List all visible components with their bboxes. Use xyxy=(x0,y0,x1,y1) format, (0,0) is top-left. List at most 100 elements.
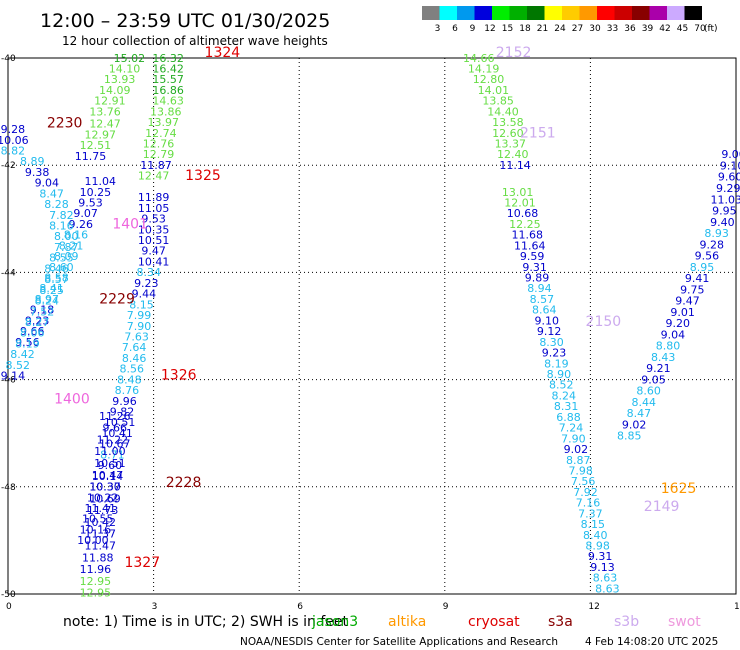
swh-value: 9.02 xyxy=(622,418,647,431)
swh-value: 11.37 xyxy=(84,528,116,541)
chart-subtitle: 12 hour collection of altimeter wave hei… xyxy=(62,34,328,48)
legend-swatch xyxy=(474,6,492,20)
y-tick-label: -50 xyxy=(1,590,16,600)
swh-value: 11.68 xyxy=(512,229,544,242)
swh-value: 8.55 xyxy=(49,252,74,265)
legend-label: 15 xyxy=(502,24,513,34)
swh-value: 9.82 xyxy=(110,406,135,419)
swh-value: 9.47 xyxy=(675,295,700,308)
legend-label: 27 xyxy=(572,24,583,34)
swh-value: 7.92 xyxy=(573,486,598,499)
swh-value: 9.40 xyxy=(710,216,735,229)
legend-swatch xyxy=(544,6,562,20)
swh-value: 12.80 xyxy=(473,73,505,86)
swh-value: 7.52 xyxy=(30,305,55,318)
legend-swatch xyxy=(614,6,632,20)
swh-value: 11.64 xyxy=(514,239,546,252)
swh-value: 10.69 xyxy=(89,492,121,505)
swh-value: 9.47 xyxy=(141,245,166,258)
swh-value: 10.51 xyxy=(138,234,170,247)
swh-value: 9.60 xyxy=(98,459,123,472)
legend-swatch xyxy=(562,6,580,20)
swh-value: 8.52 xyxy=(549,379,574,392)
swh-value: 8.40 xyxy=(583,529,608,542)
swh-value: 9.56 xyxy=(695,250,720,263)
swh-value: 10.06 xyxy=(0,134,29,147)
legend-label: 30 xyxy=(589,24,601,34)
x-tick-label: 3 xyxy=(152,602,158,612)
swh-value: 13.86 xyxy=(150,105,182,118)
swh-value: 11.41 xyxy=(84,502,116,515)
swh-value: 8.15 xyxy=(581,518,606,531)
swh-value: 11.89 xyxy=(138,191,170,204)
swh-value: 8.93 xyxy=(704,227,729,240)
swh-value: 9.89 xyxy=(525,272,550,285)
swh-value: 9.53 xyxy=(78,196,103,209)
legend-swatch xyxy=(439,6,457,20)
swh-value: 8.82 xyxy=(1,144,26,157)
swh-value: 9.96 xyxy=(112,395,137,408)
swh-value: 8.57 xyxy=(530,293,555,306)
swh-value: 16.32 xyxy=(152,52,184,65)
swh-value: 7.82 xyxy=(49,209,74,222)
legend-label: 33 xyxy=(607,24,618,34)
swh-value: 11.96 xyxy=(80,563,112,576)
swh-value: 12.74 xyxy=(145,127,177,140)
legend-swatch xyxy=(509,6,527,20)
swh-value: 9.23 xyxy=(25,314,50,327)
axis-ticks: 0 3 6 9 12 15 -40 -42 -44 -46 -48 -50 xyxy=(1,54,740,612)
swh-value: 10.47 xyxy=(92,469,124,482)
swh-value: 9.00 xyxy=(721,148,740,161)
swh-value: 10.55 xyxy=(82,513,114,526)
swh-value: 9.02 xyxy=(564,443,589,456)
swh-value: 14.19 xyxy=(468,62,500,75)
pass-id-label: 1324 xyxy=(205,45,241,61)
swh-value: 12.95 xyxy=(80,587,112,600)
legend-swatch xyxy=(492,6,510,20)
swh-value: 11.87 xyxy=(140,159,172,172)
x-tick-label: 15 xyxy=(734,602,740,612)
swh-value: 11.00 xyxy=(94,445,126,458)
satellite-jason3: jason3 xyxy=(311,614,358,630)
swh-value: 10.51 xyxy=(94,457,126,470)
swh-value: 8.15 xyxy=(129,298,154,311)
legend-swatch xyxy=(632,6,650,20)
swh-value: 8.80 xyxy=(656,340,681,353)
legend-label: 3 xyxy=(435,24,441,34)
pass-id-label: 1326 xyxy=(161,368,197,384)
swh-value: 14.40 xyxy=(487,105,519,118)
satellite-s3b: s3b xyxy=(614,614,639,630)
swh-value: 8.85 xyxy=(617,430,642,443)
legend-label: 42 xyxy=(659,24,670,34)
swh-value: 11.73 xyxy=(87,504,119,517)
swh-value: 9.10 xyxy=(720,159,740,172)
pass-id-label: 2229 xyxy=(99,291,135,307)
swh-value: 9.44 xyxy=(132,288,157,301)
swh-value: 9.26 xyxy=(69,218,94,231)
swh-value: 8.00 xyxy=(54,230,79,243)
swh-value: 9.04 xyxy=(35,177,60,190)
swh-value: 6.88 xyxy=(556,411,581,424)
swh-value: 9.18 xyxy=(30,304,55,317)
swh-value: 7.16 xyxy=(576,497,601,510)
swh-value: 10.41 xyxy=(138,255,170,268)
swh-value: 8.34 xyxy=(136,266,161,279)
swh-value: 10.00 xyxy=(77,534,109,547)
swh-value: 12.97 xyxy=(84,128,116,141)
swh-value: 8.57 xyxy=(44,273,69,286)
swh-value: 7.56 xyxy=(571,475,596,488)
swh-value: 8.43 xyxy=(651,351,676,364)
swh-value: 8.58 xyxy=(44,272,69,285)
swh-value: 8.46 xyxy=(44,262,69,275)
swh-value: 9.75 xyxy=(680,283,705,296)
footer-timestamp: 4 Feb 14:08:20 UTC 2025 xyxy=(585,636,718,648)
swh-value: 8.60 xyxy=(49,261,74,274)
swh-value: 9.66 xyxy=(20,325,45,338)
swh-value: 12.01 xyxy=(504,196,536,209)
swh-value: 10.35 xyxy=(138,223,170,236)
swh-value: 9.41 xyxy=(685,272,710,285)
y-tick-label: -42 xyxy=(1,161,16,171)
swh-value: 11.75 xyxy=(75,150,107,163)
legend-label: 24 xyxy=(554,24,566,34)
swh-value: 9.95 xyxy=(712,205,737,218)
